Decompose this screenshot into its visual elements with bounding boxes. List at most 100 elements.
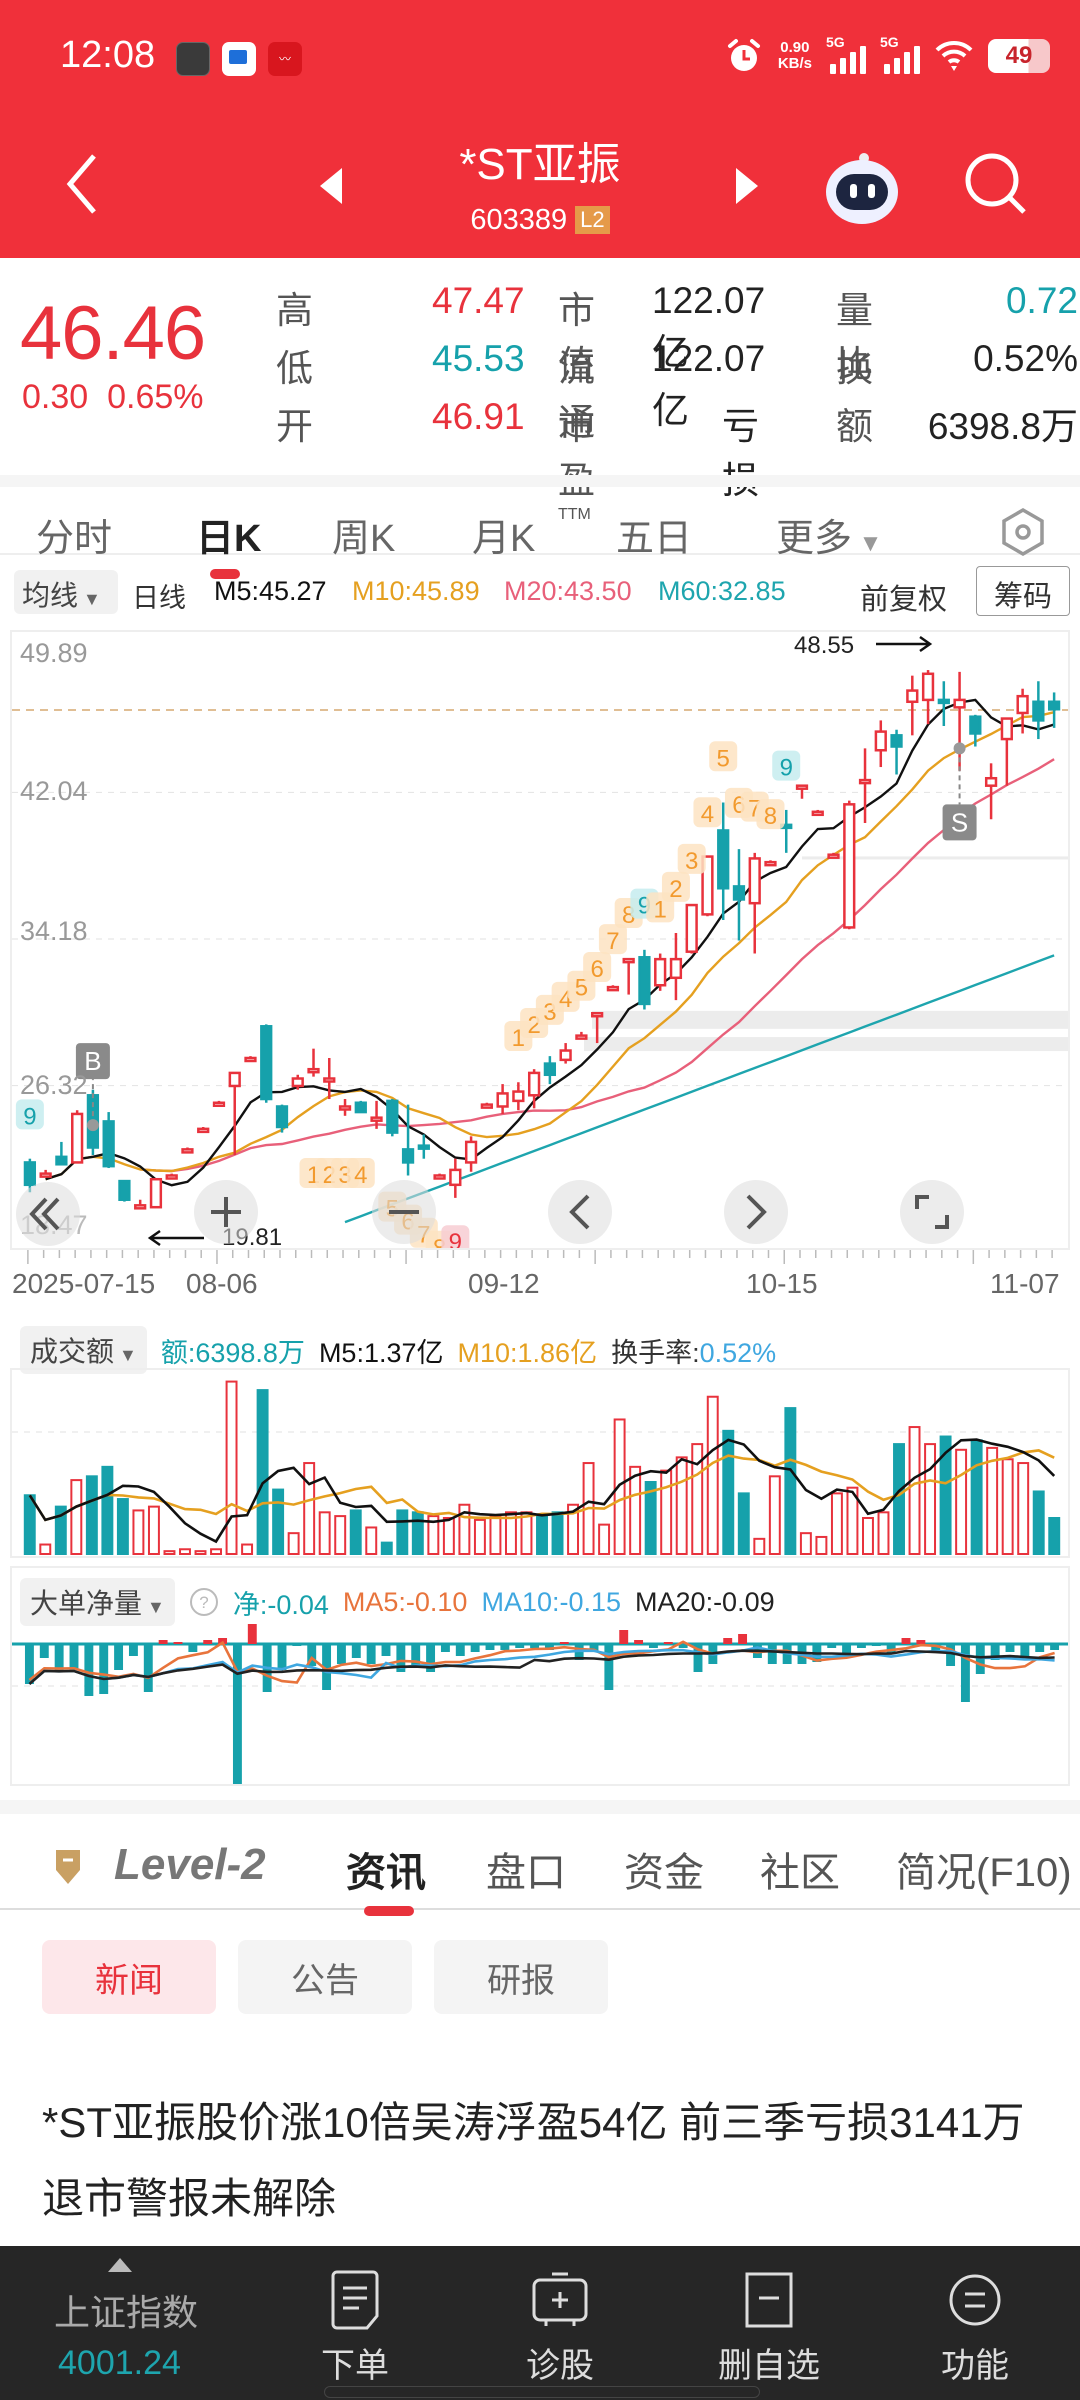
zoom-out-button[interactable] bbox=[372, 1180, 436, 1244]
date-label-4: 10-15 bbox=[746, 1268, 818, 1299]
date-label-3: 09-12 bbox=[468, 1268, 540, 1299]
tab-five-day[interactable]: 五日 bbox=[616, 518, 693, 560]
svg-text:4: 4 bbox=[354, 1162, 367, 1189]
tab-order-book[interactable]: 盘口 bbox=[486, 1851, 566, 1895]
arrow-left-icon bbox=[147, 1229, 204, 1247]
status-time: 12:08 bbox=[60, 34, 156, 76]
function-menu-button[interactable]: 功能 bbox=[920, 2270, 1030, 2387]
home-indicator bbox=[324, 2386, 760, 2398]
zoom-out-icon bbox=[389, 1210, 419, 1214]
l2-badge: L2 bbox=[575, 206, 610, 234]
volume-ratio-label: 量比 bbox=[836, 290, 873, 385]
kline-chart[interactable]: 9123456789123456789123456789BS bbox=[10, 630, 1070, 1250]
float-cap-label: 流通 bbox=[558, 348, 595, 443]
subtab-announcements[interactable]: 公告 bbox=[238, 1940, 412, 2014]
expand-up-icon[interactable] bbox=[108, 2258, 132, 2272]
back-icon[interactable] bbox=[62, 152, 102, 216]
chips-button[interactable]: 筹码 bbox=[976, 566, 1070, 616]
rewind-icon bbox=[29, 1197, 60, 1231]
change-percent: 0.65% bbox=[107, 378, 204, 416]
svg-text:4: 4 bbox=[701, 801, 714, 828]
phone-app-icon bbox=[176, 42, 210, 76]
order-button[interactable]: 下单 bbox=[300, 2270, 410, 2387]
volume-selector-dropdown[interactable]: 成交额 ▼ bbox=[20, 1326, 147, 1374]
tab-intraday[interactable]: 分时 bbox=[36, 518, 113, 560]
tab-daily-k[interactable]: 日K bbox=[196, 518, 262, 560]
big-order-ma5: MA5:-0.10 bbox=[342, 1586, 468, 1617]
alarm-icon bbox=[727, 39, 760, 71]
ma-indicator-bar: 均线 ▼ 日线 M5:45.27 M10:45.89 M20:43.50 M60… bbox=[0, 566, 1080, 618]
search-icon[interactable] bbox=[964, 152, 1028, 216]
active-tab-indicator bbox=[210, 569, 240, 579]
amount-value: 6398.8万 bbox=[927, 406, 1078, 447]
low-value: 45.53 bbox=[432, 338, 525, 379]
adjust-mode-toggle[interactable]: 前复权 bbox=[860, 584, 948, 616]
svg-text:3: 3 bbox=[685, 848, 698, 875]
ma20-value: M20:43.50 bbox=[504, 576, 632, 606]
svg-text:1: 1 bbox=[654, 896, 667, 923]
subtab-news[interactable]: 新闻 bbox=[42, 1940, 216, 2014]
volume-chart[interactable] bbox=[10, 1368, 1070, 1558]
bottom-action-bar: 上证指数 4001.24 下单 诊股 删自选 功能 bbox=[0, 2246, 1080, 2400]
volume-m5: M5:1.37亿 bbox=[318, 1337, 444, 1368]
big-order-chart[interactable] bbox=[10, 1566, 1070, 1786]
y-label-4: 26.32 bbox=[20, 1070, 88, 1100]
message-app-icon bbox=[222, 42, 256, 76]
ai-robot-icon[interactable] bbox=[824, 150, 900, 226]
svg-text:5: 5 bbox=[575, 975, 588, 1002]
svg-text:B: B bbox=[84, 1046, 101, 1076]
pan-left-button[interactable] bbox=[548, 1180, 612, 1244]
rewind-button[interactable] bbox=[16, 1182, 80, 1246]
signal-icon-2: 5G bbox=[880, 34, 920, 74]
tab-weekly-k[interactable]: 周K bbox=[332, 518, 396, 560]
chevron-left-icon bbox=[569, 1194, 590, 1230]
tab-more[interactable]: 更多 ▼ bbox=[776, 518, 883, 560]
tab-f10-profile[interactable]: 简况(F10) bbox=[896, 1851, 1072, 1895]
svg-text:7: 7 bbox=[606, 928, 619, 955]
svg-text:S: S bbox=[951, 807, 968, 837]
wifi-icon bbox=[935, 40, 973, 71]
high-label: 高 bbox=[276, 290, 313, 331]
tab-funds[interactable]: 资金 bbox=[624, 1851, 704, 1895]
big-order-canvas bbox=[12, 1624, 1068, 1784]
subtab-research[interactable]: 研报 bbox=[434, 1940, 608, 2014]
prev-stock-icon[interactable] bbox=[318, 166, 344, 206]
zoom-in-button[interactable] bbox=[194, 1180, 258, 1244]
help-icon[interactable]: ? bbox=[189, 1587, 219, 1617]
net-speed: 0.90 KB/s bbox=[777, 39, 812, 72]
level2-brand[interactable]: Level-2 bbox=[114, 1840, 266, 1889]
ma5-value: M5:45.27 bbox=[214, 576, 327, 606]
fullscreen-button[interactable] bbox=[900, 1180, 964, 1244]
hexagon-settings-icon[interactable] bbox=[998, 507, 1048, 557]
news-headline[interactable]: *ST亚振股价涨10倍吴涛浮盈54亿 前三季亏损3141万退市警报未解除 bbox=[42, 2099, 1025, 2222]
market-cap-value: 122.07亿 bbox=[652, 280, 766, 373]
next-stock-icon[interactable] bbox=[734, 166, 760, 206]
date-label-end: 11-07 bbox=[990, 1268, 1060, 1299]
menu-icon bbox=[949, 2274, 1001, 2326]
date-label-start: 2025-07-15 bbox=[12, 1268, 156, 1299]
index-name[interactable]: 上证指数 bbox=[54, 2292, 199, 2333]
big-order-ma20: MA20:-0.09 bbox=[635, 1586, 775, 1617]
remove-watchlist-button[interactable]: 删自选 bbox=[706, 2270, 832, 2387]
ma60-value: M60:32.85 bbox=[658, 576, 786, 606]
volume-canvas bbox=[12, 1380, 1068, 1556]
high-value: 47.47 bbox=[432, 280, 525, 321]
remove-watchlist-icon bbox=[745, 2272, 793, 2328]
tab-monthly-k[interactable]: 月K bbox=[472, 518, 536, 560]
low-label: 低 bbox=[276, 348, 313, 389]
ma10-value: M10:45.89 bbox=[352, 576, 480, 606]
fullscreen-icon bbox=[915, 1195, 949, 1229]
big-order-ma10: MA10:-0.15 bbox=[481, 1586, 622, 1617]
diagnose-button[interactable]: 诊股 bbox=[505, 2270, 615, 2387]
arrow-right-icon bbox=[876, 635, 933, 653]
big-order-net: 净:-0.04 bbox=[232, 1589, 329, 1620]
tab-community[interactable]: 社区 bbox=[760, 1851, 840, 1895]
pan-right-button[interactable] bbox=[724, 1180, 788, 1244]
big-order-selector-dropdown[interactable]: 大单净量 ▼ bbox=[20, 1578, 175, 1626]
svg-text:2: 2 bbox=[669, 876, 682, 903]
info-tabs: Level-2 资讯 盘口 资金 社区 简况(F10) bbox=[0, 1800, 1080, 1916]
status-icons: 0.90 KB/s 5G 5G 49 bbox=[724, 34, 1050, 76]
change-value: 0.30 bbox=[22, 378, 89, 416]
tab-news-info[interactable]: 资讯 bbox=[346, 1851, 426, 1895]
ma-selector-dropdown[interactable]: 均线 ▼ bbox=[14, 570, 118, 614]
